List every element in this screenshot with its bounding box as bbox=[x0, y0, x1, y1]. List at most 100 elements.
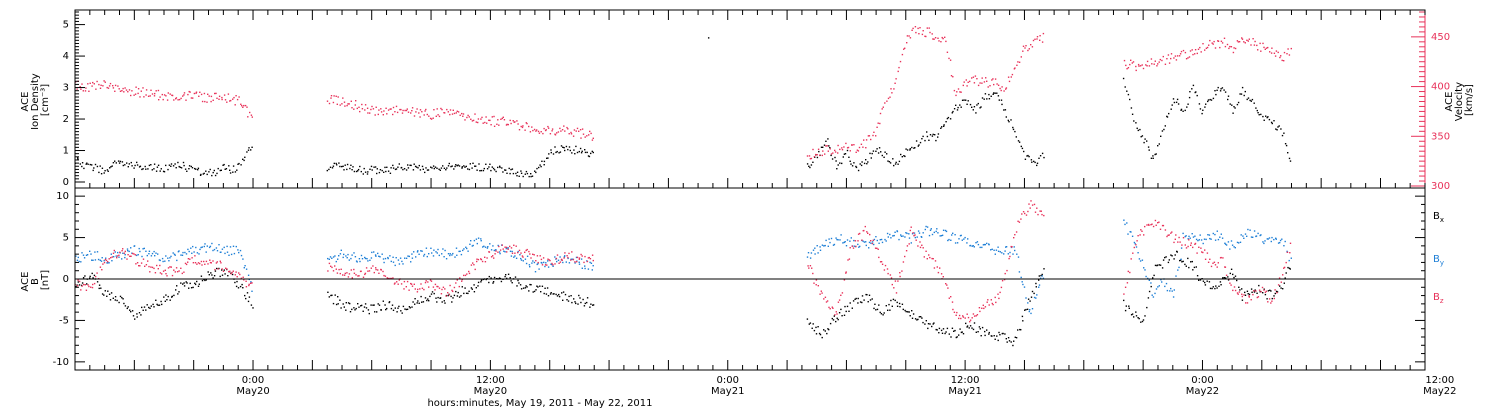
data-point bbox=[1011, 246, 1013, 248]
data-point bbox=[536, 285, 538, 287]
data-point bbox=[360, 170, 362, 173]
data-point bbox=[1224, 266, 1227, 268]
data-point bbox=[478, 163, 480, 165]
data-point bbox=[427, 169, 430, 171]
data-point bbox=[972, 328, 975, 331]
data-point bbox=[416, 302, 418, 304]
data-point bbox=[852, 300, 855, 302]
data-point bbox=[171, 274, 174, 277]
data-point bbox=[1130, 107, 1133, 109]
data-point bbox=[524, 258, 527, 260]
data-point bbox=[1154, 60, 1156, 62]
data-point bbox=[127, 306, 129, 308]
data-point bbox=[1274, 289, 1276, 291]
data-segment bbox=[1123, 37, 1292, 72]
data-point bbox=[206, 173, 208, 176]
date-tick-label: May20 bbox=[474, 386, 507, 397]
velocity-axis-label: ACE Velocity [km/s] bbox=[1444, 79, 1475, 121]
data-point bbox=[1141, 230, 1143, 232]
data-point bbox=[570, 295, 572, 297]
data-point bbox=[1158, 221, 1160, 223]
data-point bbox=[586, 135, 588, 137]
data-point bbox=[1253, 230, 1256, 232]
data-point bbox=[395, 105, 398, 108]
data-point bbox=[1190, 242, 1192, 244]
data-point bbox=[175, 267, 178, 269]
data-point bbox=[192, 97, 194, 99]
data-point bbox=[840, 294, 842, 296]
data-point bbox=[358, 275, 360, 277]
data-point bbox=[1232, 273, 1234, 276]
data-point bbox=[888, 161, 891, 163]
data-point bbox=[590, 152, 592, 155]
data-point bbox=[1005, 88, 1007, 90]
data-point bbox=[396, 311, 398, 313]
data-point bbox=[91, 164, 93, 166]
data-point bbox=[959, 328, 961, 330]
data-point bbox=[413, 251, 415, 253]
data-point bbox=[342, 256, 344, 259]
data-point bbox=[891, 305, 893, 307]
data-point bbox=[488, 281, 490, 284]
data-point bbox=[561, 259, 563, 261]
data-point bbox=[584, 302, 586, 305]
data-point bbox=[1271, 236, 1273, 239]
date-tick-label: May22 bbox=[1186, 386, 1219, 397]
data-point bbox=[164, 260, 166, 262]
data-point bbox=[222, 164, 224, 166]
data-point bbox=[919, 246, 922, 249]
data-point bbox=[118, 301, 120, 304]
data-point bbox=[251, 282, 253, 284]
data-point bbox=[130, 94, 132, 97]
data-point bbox=[1270, 121, 1273, 124]
data-point bbox=[116, 255, 119, 257]
data-point bbox=[121, 161, 124, 163]
data-point bbox=[1009, 255, 1011, 258]
data-point bbox=[384, 166, 386, 169]
data-point bbox=[366, 258, 368, 260]
data-point bbox=[570, 131, 572, 134]
data-point bbox=[1170, 57, 1172, 60]
data-point bbox=[330, 95, 333, 97]
data-point bbox=[1179, 53, 1182, 55]
data-point bbox=[953, 89, 956, 92]
data-point bbox=[490, 256, 493, 258]
data-point bbox=[80, 289, 82, 291]
data-point bbox=[196, 252, 199, 254]
data-point bbox=[1264, 293, 1267, 296]
data-point bbox=[504, 169, 506, 171]
data-point bbox=[1036, 36, 1039, 38]
data-point bbox=[237, 163, 239, 165]
data-point bbox=[937, 136, 939, 138]
data-point bbox=[868, 247, 870, 249]
data-point bbox=[451, 113, 454, 115]
data-point bbox=[1035, 282, 1037, 285]
data-point bbox=[997, 293, 999, 295]
data-point bbox=[568, 252, 570, 255]
data-point bbox=[135, 263, 137, 265]
data-point bbox=[148, 306, 150, 309]
data-point bbox=[1219, 46, 1221, 49]
data-point bbox=[1281, 59, 1283, 62]
data-point bbox=[248, 284, 250, 287]
data-point bbox=[850, 163, 852, 165]
data-point bbox=[955, 314, 957, 316]
data-point bbox=[1022, 283, 1024, 286]
data-point bbox=[337, 96, 339, 98]
data-point bbox=[347, 103, 349, 105]
data-point bbox=[863, 162, 866, 165]
data-point bbox=[1187, 245, 1189, 248]
data-point bbox=[977, 243, 980, 246]
data-point bbox=[84, 90, 87, 92]
data-point bbox=[546, 264, 548, 266]
data-point bbox=[518, 129, 521, 131]
data-point bbox=[812, 161, 814, 163]
data-point bbox=[924, 228, 926, 231]
data-point bbox=[396, 111, 399, 114]
data-point bbox=[1196, 94, 1198, 97]
data-point bbox=[949, 59, 952, 61]
data-point bbox=[925, 225, 927, 228]
data-point bbox=[1188, 235, 1190, 238]
data-point bbox=[387, 257, 389, 260]
data-point bbox=[139, 96, 141, 98]
